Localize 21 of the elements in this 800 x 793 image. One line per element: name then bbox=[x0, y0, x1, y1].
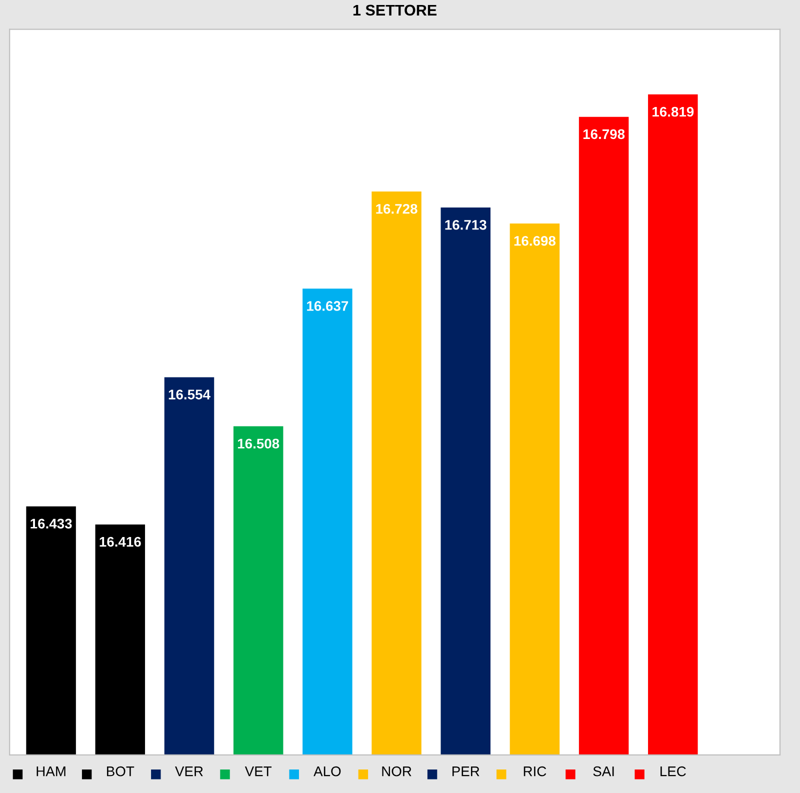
data-label: 16.819 bbox=[652, 106, 694, 117]
data-label: 16.637 bbox=[307, 301, 348, 311]
x-tick-label: NOR bbox=[382, 766, 412, 776]
x-tick-label: VET bbox=[244, 766, 272, 776]
data-label: 16.554 bbox=[168, 390, 210, 400]
x-tick-label: SAI bbox=[593, 766, 614, 776]
data-label: 16.713 bbox=[445, 220, 486, 230]
x-tick-label: BOT bbox=[107, 766, 134, 776]
data-label: 16.798 bbox=[583, 129, 625, 140]
data-label: 16.698 bbox=[514, 236, 556, 246]
data-label: 16.416 bbox=[100, 536, 141, 547]
x-tick-label: HAM bbox=[36, 766, 66, 776]
x-tick-label: LEC bbox=[660, 766, 686, 776]
chart-title: 1 SETTORE bbox=[353, 4, 437, 16]
x-tick-label: PER bbox=[452, 766, 480, 776]
x-tick-label: RIC bbox=[524, 766, 546, 776]
x-tick-label: VER bbox=[175, 766, 203, 776]
data-label: 16.433 bbox=[30, 518, 72, 529]
x-tick-label: ALO bbox=[314, 766, 341, 776]
data-label: 16.508 bbox=[238, 438, 280, 449]
data-label: 16.728 bbox=[376, 204, 418, 214]
